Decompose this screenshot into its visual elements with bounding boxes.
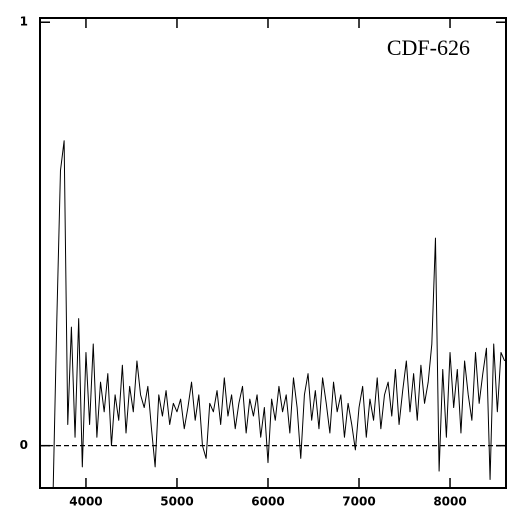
spectrum-line xyxy=(52,140,506,489)
x-tick-label: 8000 xyxy=(433,495,466,509)
x-tick-label: 5000 xyxy=(160,495,193,509)
y-tick-label: 0 xyxy=(20,438,28,452)
y-tick-label: 1 xyxy=(20,15,28,29)
x-tick-label: 4000 xyxy=(69,495,102,509)
x-tick-label: 7000 xyxy=(342,495,375,509)
x-tick-label: 6000 xyxy=(251,495,284,509)
plot-frame xyxy=(39,17,507,489)
annotation: CDF-626 xyxy=(387,35,470,60)
